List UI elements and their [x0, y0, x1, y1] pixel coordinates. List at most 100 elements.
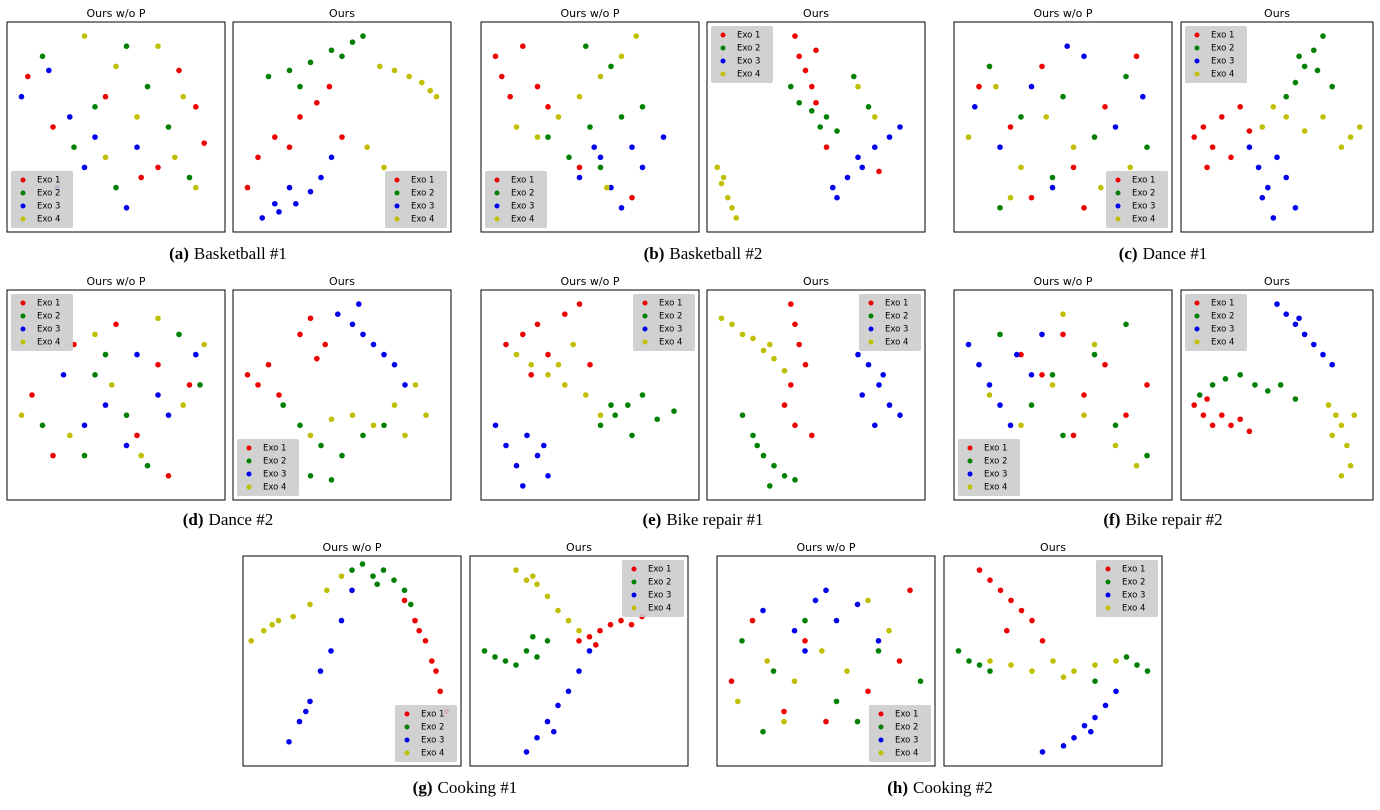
point — [720, 174, 727, 181]
caption-label: (c) — [1119, 244, 1138, 263]
point — [534, 134, 541, 140]
point — [739, 412, 746, 419]
point — [1113, 688, 1119, 695]
point — [576, 164, 583, 171]
point — [997, 587, 1004, 594]
point — [997, 331, 1003, 338]
point — [802, 67, 809, 74]
point — [760, 728, 766, 735]
point — [335, 311, 341, 318]
point — [545, 473, 551, 479]
legend-marker — [642, 300, 648, 306]
point — [523, 648, 530, 654]
point — [562, 311, 568, 318]
legend-box — [633, 294, 695, 351]
point — [854, 601, 861, 608]
legend-label: Exo 4 — [37, 338, 60, 348]
point — [555, 607, 561, 614]
scatter-panel: Ours Exo 1 Exo 2 Exo 3 Exo 4 — [706, 275, 926, 501]
point — [545, 104, 551, 110]
legend-label: Exo 1 — [737, 31, 760, 41]
point — [92, 331, 98, 338]
panel-title: Ours w/o P — [1034, 7, 1093, 20]
point — [534, 654, 540, 660]
point — [633, 33, 639, 39]
point — [433, 668, 439, 674]
point — [823, 144, 830, 150]
point — [377, 63, 383, 70]
point — [1209, 144, 1216, 150]
point — [791, 627, 798, 634]
legend-label: Exo 3 — [659, 325, 682, 335]
legend: Exo 1 Exo 2 Exo 3 Exo 4 — [869, 705, 931, 762]
point — [1018, 422, 1024, 429]
legend-label: Exo 1 — [511, 176, 534, 186]
point — [1237, 104, 1243, 110]
point — [1320, 351, 1326, 358]
legend-box — [11, 171, 73, 228]
point — [113, 321, 119, 328]
point — [513, 662, 519, 668]
point — [976, 361, 982, 368]
panel-title: Ours w/o P — [323, 541, 382, 554]
point — [534, 734, 540, 741]
legend-label: Exo 1 — [37, 299, 60, 309]
legend-box — [1096, 560, 1158, 617]
legend-label: Exo 4 — [411, 215, 434, 225]
caption-text: Dance #2 — [209, 510, 274, 529]
point — [391, 361, 398, 368]
point — [586, 648, 593, 654]
legend: Exo 1 Exo 2 Exo 3 Exo 4 — [11, 171, 73, 228]
point — [201, 341, 207, 348]
point — [718, 315, 725, 322]
point — [406, 73, 413, 80]
point — [255, 154, 261, 161]
point — [381, 422, 387, 429]
point — [102, 351, 109, 358]
point — [739, 638, 745, 644]
point — [286, 67, 293, 74]
point — [81, 452, 88, 459]
legend-marker — [404, 724, 410, 730]
point — [629, 144, 635, 150]
point — [138, 174, 144, 181]
legend-label: Exo 2 — [1211, 44, 1234, 54]
point — [1283, 311, 1289, 318]
point — [760, 347, 767, 354]
panel-title: Ours — [803, 7, 829, 20]
point — [555, 702, 561, 709]
legend-marker — [1105, 579, 1111, 585]
legend-label: Exo 4 — [737, 70, 760, 80]
point — [429, 658, 435, 664]
panel-title: Ours w/o P — [87, 275, 146, 288]
point — [155, 43, 161, 49]
legend-label: Exo 3 — [1122, 591, 1145, 601]
legend: Exo 1 Exo 2 Exo 3 Exo 4 — [859, 294, 921, 351]
point — [197, 382, 203, 388]
point — [314, 99, 320, 106]
point — [1028, 402, 1035, 408]
legend: Exo 1 Exo 2 Exo 3 Exo 4 — [237, 439, 299, 496]
legend-label: Exo 3 — [1132, 202, 1155, 212]
point — [259, 215, 266, 221]
point — [965, 341, 972, 348]
caption: (g) Cooking #1 — [413, 778, 518, 797]
point — [534, 581, 540, 588]
point — [872, 422, 878, 429]
legend-box — [869, 705, 931, 762]
point — [541, 442, 547, 449]
point — [754, 442, 760, 449]
panel-title: Ours w/o P — [87, 7, 146, 20]
point — [781, 367, 788, 374]
point — [1102, 702, 1109, 709]
legend-marker — [1194, 71, 1200, 77]
point — [628, 621, 635, 628]
point — [244, 184, 251, 191]
legend-marker — [631, 605, 637, 611]
point — [155, 361, 161, 368]
scatter-panel: Ours Exo 1 Exo 2 Exo 3 Exo 4 — [706, 7, 926, 233]
scatter-panel: Ours w/o P Exo 1 Exo 2 Exo 3 Exo 4 — [242, 541, 462, 767]
legend-marker — [642, 326, 648, 332]
point — [608, 184, 614, 191]
